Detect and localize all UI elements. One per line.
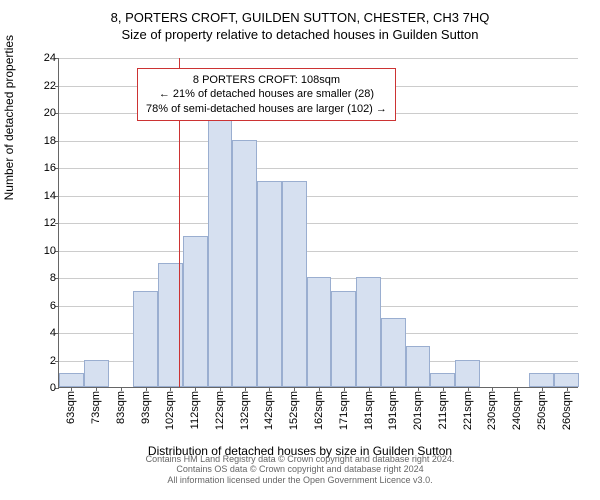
gridline <box>59 141 578 142</box>
footnote-line2: Contains OS data © Crown copyright and d… <box>0 464 600 475</box>
y-tick-label: 14 <box>44 190 56 202</box>
x-tick-label: 230sqm <box>486 391 498 430</box>
histogram-bar <box>356 277 381 387</box>
x-tick-label: 112sqm <box>189 391 201 429</box>
annotation-line1: 8 PORTERS CROFT: 108sqm <box>146 73 387 87</box>
x-tick-label: 260sqm <box>561 391 573 430</box>
y-tick-label: 12 <box>44 217 56 229</box>
histogram-bar <box>406 346 431 387</box>
gridline <box>59 251 578 252</box>
x-tick-label: 102sqm <box>164 391 176 430</box>
x-tick-label: 211sqm <box>437 391 449 429</box>
x-tick-label: 221sqm <box>462 391 474 430</box>
chart-title-main: 8, PORTERS CROFT, GUILDEN SUTTON, CHESTE… <box>0 10 600 25</box>
histogram-bar <box>331 291 356 387</box>
x-tick-label: 201sqm <box>412 391 424 430</box>
footnote-line1: Contains HM Land Registry data © Crown c… <box>0 454 600 465</box>
property-size-histogram: 8, PORTERS CROFT, GUILDEN SUTTON, CHESTE… <box>0 10 600 490</box>
gridline <box>59 58 578 59</box>
x-tick-label: 181sqm <box>363 391 375 430</box>
footnote-line3: All information licensed under the Open … <box>0 475 600 486</box>
histogram-bar <box>183 236 208 387</box>
histogram-bar <box>257 181 282 387</box>
x-tick-label: 152sqm <box>288 391 300 430</box>
histogram-bar <box>282 181 307 387</box>
x-tick-label: 250sqm <box>536 391 548 430</box>
histogram-bar <box>529 373 554 387</box>
histogram-bar <box>381 318 406 387</box>
x-tick-label: 171sqm <box>338 391 350 430</box>
y-tick-label: 16 <box>44 162 56 174</box>
x-tick-label: 73sqm <box>90 391 102 424</box>
x-tick-label: 132sqm <box>239 391 251 430</box>
x-tick-label: 142sqm <box>263 391 275 430</box>
histogram-bar <box>59 373 84 387</box>
y-tick-label: 2 <box>50 355 56 367</box>
x-tick-label: 122sqm <box>214 391 226 430</box>
annotation-line2: ← 21% of detached houses are smaller (28… <box>146 87 387 101</box>
histogram-bar <box>208 112 233 387</box>
histogram-bar <box>554 373 579 387</box>
annotation-box: 8 PORTERS CROFT: 108sqm ← 21% of detache… <box>137 68 396 121</box>
x-tick-label: 93sqm <box>140 391 152 424</box>
y-tick-label: 4 <box>50 327 56 339</box>
y-tick-label: 10 <box>44 245 56 257</box>
y-tick-label: 20 <box>44 107 56 119</box>
x-tick-label: 162sqm <box>313 391 325 430</box>
plot-area: 8 PORTERS CROFT: 108sqm ← 21% of detache… <box>58 58 578 388</box>
histogram-bar <box>430 373 455 387</box>
x-tick-label: 63sqm <box>65 391 77 424</box>
histogram-bar <box>455 360 480 388</box>
footnote: Contains HM Land Registry data © Crown c… <box>0 454 600 486</box>
y-tick-label: 6 <box>50 300 56 312</box>
histogram-bar <box>133 291 158 387</box>
gridline <box>59 168 578 169</box>
gridline <box>59 223 578 224</box>
y-tick-label: 24 <box>44 52 56 64</box>
annotation-line3: 78% of semi-detached houses are larger (… <box>146 102 387 116</box>
y-tick-label: 0 <box>50 382 56 394</box>
gridline <box>59 196 578 197</box>
y-tick-label: 8 <box>50 272 56 284</box>
x-tick-label: 83sqm <box>115 391 127 424</box>
chart-title-sub: Size of property relative to detached ho… <box>0 27 600 42</box>
y-tick-label: 18 <box>44 135 56 147</box>
x-tick-label: 191sqm <box>387 391 399 430</box>
histogram-bar <box>232 140 257 388</box>
histogram-bar <box>84 360 109 388</box>
histogram-bar <box>307 277 332 387</box>
y-tick-label: 22 <box>44 80 56 92</box>
y-axis-label: Number of detached properties <box>2 35 16 200</box>
x-tick-label: 240sqm <box>511 391 523 430</box>
